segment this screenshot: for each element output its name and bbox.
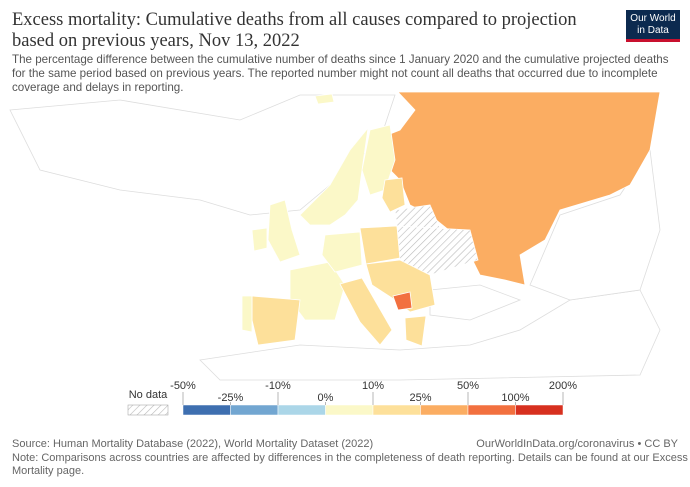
background-land [9, 94, 661, 381]
legend-swatch [277, 404, 326, 416]
legend-swatch [467, 404, 516, 416]
subtitle-line: for the same period based on previous ye… [12, 67, 658, 80]
legend-label: 100% [501, 392, 529, 404]
subtitle-line: The percentage difference between the cu… [12, 53, 669, 66]
country[interactable] [251, 227, 268, 252]
title-line: based on previous years, Nov 13, 2022 [12, 31, 300, 51]
url[interactable]: OurWorldInData.org/coronavirus • CC BY [476, 438, 678, 450]
country[interactable] [321, 231, 363, 273]
legend-swatch [515, 404, 564, 416]
legend-swatch [182, 404, 231, 416]
country[interactable] [404, 315, 427, 347]
legend-label: -50% [170, 380, 196, 392]
subtitle-line: coverage and delays in reporting. [12, 81, 184, 94]
legend-label: 10% [362, 380, 384, 392]
logo-line: Our World [630, 13, 676, 24]
legend-label: -25% [218, 392, 244, 404]
legend-label: 50% [457, 380, 479, 392]
country[interactable] [267, 199, 301, 263]
no-data-swatch [127, 404, 169, 416]
country[interactable] [381, 177, 406, 213]
country[interactable] [299, 126, 369, 226]
logo-line: in Data [637, 25, 669, 36]
legend-swatch [230, 404, 279, 416]
legend-label: 200% [549, 380, 577, 392]
source: Source: Human Mortality Database (2022),… [12, 438, 374, 450]
legend-label: 0% [318, 392, 334, 404]
note-line: Mortality page. [12, 465, 85, 477]
country[interactable] [314, 93, 335, 105]
country[interactable] [241, 295, 253, 333]
country[interactable] [396, 225, 479, 276]
legend-swatch [325, 404, 374, 416]
legend-label: No data [129, 389, 168, 401]
legend-label: 25% [409, 392, 431, 404]
legend-swatch [420, 404, 469, 416]
legend-label: -10% [265, 380, 291, 392]
map: No data -50% -25% -10% 0% 10% 25% 50% 100% 200% [9, 91, 661, 416]
country[interactable] [365, 259, 436, 313]
logo[interactable]: Our World in Data [626, 10, 680, 42]
country[interactable] [251, 295, 301, 346]
countries [241, 91, 661, 347]
note-line: Note: Comparisons across countries are a… [12, 452, 688, 464]
title-line: Excess mortality: Cumulative deaths from… [12, 10, 577, 30]
country[interactable] [359, 225, 401, 265]
country[interactable] [339, 277, 393, 346]
country[interactable] [394, 204, 441, 229]
country[interactable] [392, 291, 413, 311]
legend: No data -50% -25% -10% 0% 10% 25% 50% 100% 200% [127, 380, 577, 416]
legend-swatch [372, 404, 421, 416]
